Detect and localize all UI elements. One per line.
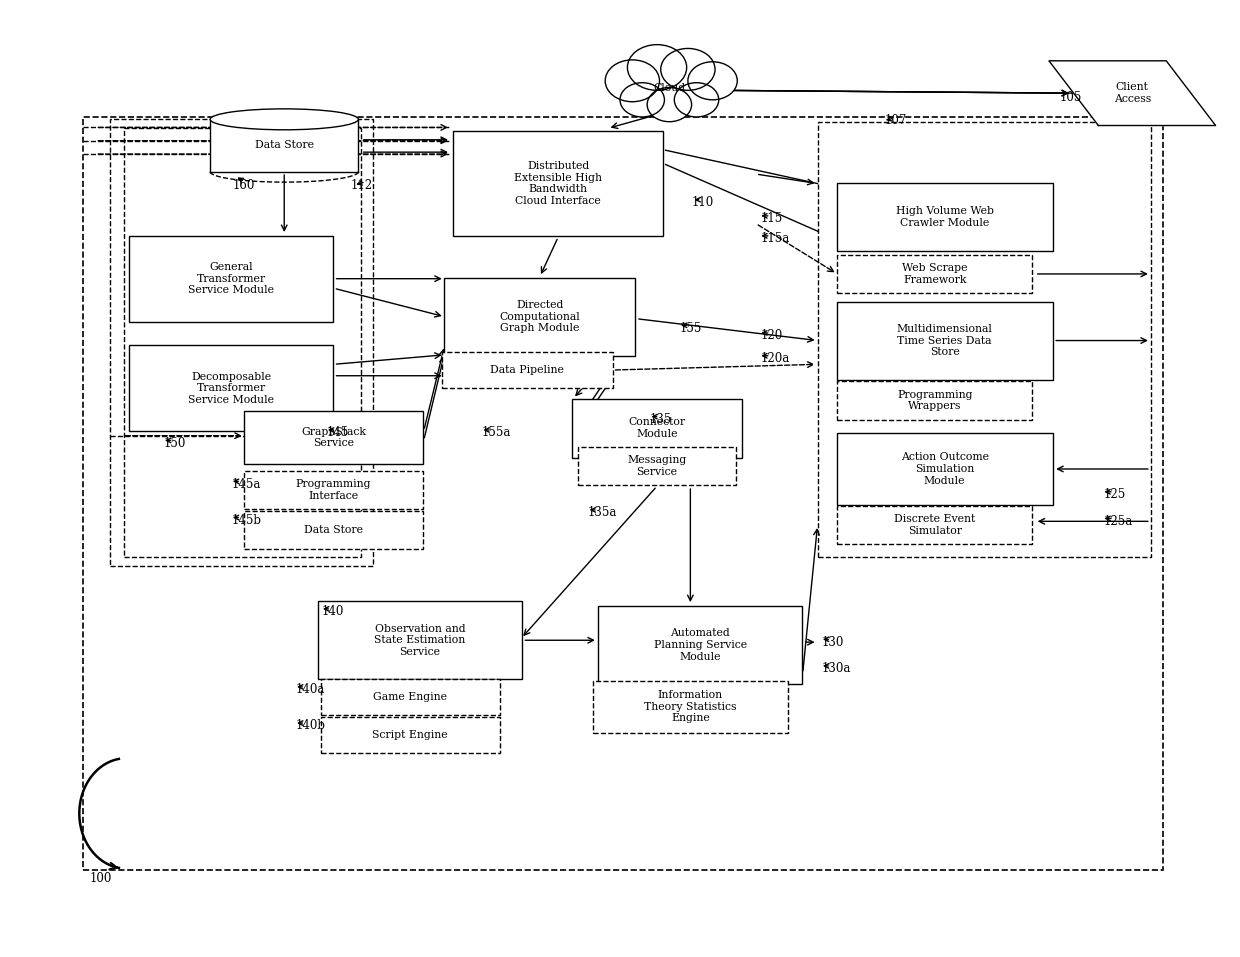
Text: 150: 150 <box>164 436 186 450</box>
Text: 135: 135 <box>650 413 672 426</box>
Text: 160: 160 <box>232 179 254 192</box>
Text: 125: 125 <box>1104 488 1126 501</box>
Text: 107: 107 <box>884 114 906 127</box>
Text: 115: 115 <box>760 212 782 225</box>
Text: 145a: 145a <box>231 478 260 491</box>
Text: 100: 100 <box>89 872 112 884</box>
Text: Programming
Wrappers: Programming Wrappers <box>897 389 972 412</box>
Bar <box>837 301 1053 380</box>
Text: 155: 155 <box>680 322 702 335</box>
Bar <box>321 718 500 753</box>
Text: Discrete Event
Simulator: Discrete Event Simulator <box>894 514 976 536</box>
Bar <box>837 255 1033 293</box>
Bar <box>572 398 743 457</box>
Bar <box>129 235 334 322</box>
Text: Data Store: Data Store <box>304 524 363 535</box>
Text: 140b: 140b <box>295 720 325 732</box>
Text: 120: 120 <box>760 329 782 343</box>
Text: Multidimensional
Time Series Data
Store: Multidimensional Time Series Data Store <box>897 323 992 357</box>
Bar <box>599 606 802 684</box>
Bar <box>817 122 1151 557</box>
Text: Programming
Interface: Programming Interface <box>296 479 371 501</box>
Bar <box>319 601 522 679</box>
Text: 110: 110 <box>692 196 714 209</box>
Text: Script Engine: Script Engine <box>372 730 448 741</box>
Text: 130: 130 <box>821 635 843 649</box>
Text: Action Outcome
Simulation
Module: Action Outcome Simulation Module <box>900 453 988 485</box>
Text: 140: 140 <box>321 605 343 618</box>
Text: Data Store: Data Store <box>254 141 314 150</box>
Text: Cloud: Cloud <box>653 83 686 94</box>
Bar <box>443 352 613 389</box>
Bar <box>124 128 361 557</box>
Bar <box>578 447 737 485</box>
Bar <box>454 131 663 235</box>
Bar <box>837 434 1053 504</box>
Bar <box>244 471 423 509</box>
Bar <box>110 119 373 566</box>
Text: 145: 145 <box>326 426 348 439</box>
Text: Automated
Planning Service
Module: Automated Planning Service Module <box>653 629 746 661</box>
Text: 135a: 135a <box>588 506 618 520</box>
Bar <box>244 412 423 464</box>
Text: 115a: 115a <box>760 233 790 245</box>
Text: 120a: 120a <box>760 352 790 366</box>
Text: Distributed
Extensible High
Bandwidth
Cloud Interface: Distributed Extensible High Bandwidth Cl… <box>515 161 603 206</box>
Text: 140a: 140a <box>295 683 325 697</box>
Bar <box>321 679 500 716</box>
Text: 125a: 125a <box>1104 515 1133 528</box>
Bar <box>593 680 787 733</box>
Text: Decomposable
Transformer
Service Module: Decomposable Transformer Service Module <box>188 371 274 405</box>
Polygon shape <box>1049 61 1215 125</box>
Text: Observation and
State Estimation
Service: Observation and State Estimation Service <box>374 624 466 657</box>
Text: 155a: 155a <box>482 426 511 439</box>
Bar <box>444 278 635 356</box>
Text: Client
Access: Client Access <box>1114 82 1151 104</box>
Bar <box>837 183 1053 251</box>
Text: 145b: 145b <box>231 514 262 527</box>
Text: 112: 112 <box>351 179 373 192</box>
Bar <box>837 382 1033 419</box>
Bar <box>210 120 358 171</box>
Text: Messaging
Service: Messaging Service <box>627 456 687 477</box>
Text: Information
Theory Statistics
Engine: Information Theory Statistics Engine <box>644 690 737 723</box>
Text: Data Pipeline: Data Pipeline <box>491 365 564 375</box>
Text: High Volume Web
Crawler Module: High Volume Web Crawler Module <box>895 206 993 228</box>
Bar <box>244 511 423 549</box>
Text: General
Transformer
Service Module: General Transformer Service Module <box>188 262 274 296</box>
Text: Game Engine: Game Engine <box>373 692 448 702</box>
Text: 130a: 130a <box>821 662 851 676</box>
Bar <box>83 117 1163 871</box>
Text: Directed
Computational
Graph Module: Directed Computational Graph Module <box>500 300 580 333</box>
Ellipse shape <box>210 109 358 130</box>
Text: GraphStack
Service: GraphStack Service <box>301 427 366 449</box>
Bar <box>129 345 334 431</box>
Text: Web Scrape
Framework: Web Scrape Framework <box>901 263 967 285</box>
Text: 105: 105 <box>1059 92 1081 104</box>
Bar <box>837 506 1033 545</box>
Text: Connector
Module: Connector Module <box>629 417 686 439</box>
